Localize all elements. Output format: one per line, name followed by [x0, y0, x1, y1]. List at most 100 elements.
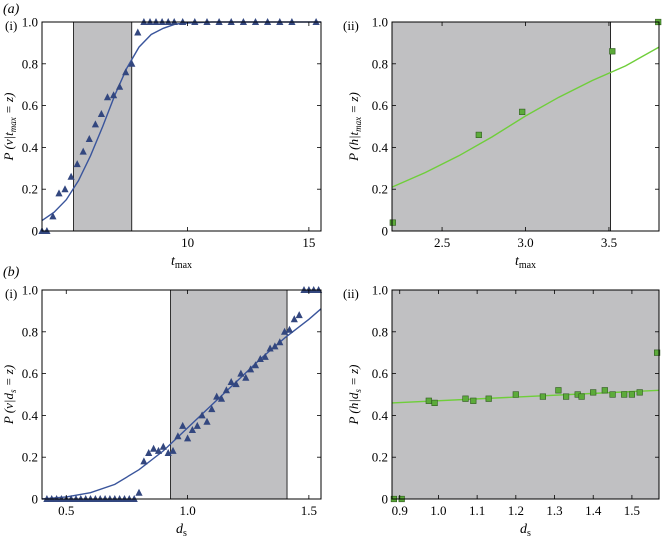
chart-2-point-4	[609, 48, 616, 55]
section-label-a: (a)	[3, 2, 20, 17]
chart-3-point-29	[179, 421, 187, 429]
chart-3-point-42	[242, 373, 250, 381]
chart-3-ylabel: P (v|ds = z)	[1, 365, 18, 425]
chart-4-point-5	[462, 395, 469, 402]
chart-4-ytick-label-2: 0.2	[372, 450, 388, 465]
chart-1-point-11	[97, 110, 105, 117]
chart-4-ytick-label-1: 0	[382, 492, 389, 507]
chart-3-point-21	[140, 457, 148, 465]
section-label-b: (b)	[3, 265, 20, 280]
chart-4-xtick-label-7: 1.5	[624, 503, 640, 518]
chart-2-ytick-label-3: 0.4	[372, 140, 389, 155]
chart-4-point-18	[628, 391, 635, 398]
chart-3-point-48	[271, 342, 279, 350]
chart-4-xtick-label-6: 1.4	[585, 503, 602, 518]
chart-3-ytick-label-2: 0.2	[22, 450, 38, 465]
chart-3-point-50	[281, 327, 289, 335]
chart-1-point-17	[134, 28, 142, 36]
chart-3-xtick-label-1: 0.5	[58, 503, 74, 518]
chart-3-point-26	[164, 449, 172, 456]
chart-4-point-11	[562, 393, 570, 400]
chart-4-point-9	[539, 393, 546, 400]
chart-3-shaded-region	[170, 290, 288, 499]
chart-2-ylabel: P (h|tmax = z)	[346, 92, 363, 162]
chart-3-point-43	[247, 365, 255, 373]
chart-2-ytick-label-6: 1.0	[372, 15, 388, 30]
chart-2-group: 0 0.2 0.4 0.6 0.8 1.0 2.5 3.0 3.5 (ii) tmax P (h|tm…	[343, 15, 662, 271]
chart-1-point-4	[55, 189, 63, 197]
chart-1-point-13	[110, 91, 118, 99]
chart-1-xtick-label-2: 15	[302, 235, 315, 250]
chart-1-xtick-label-1: 10	[181, 235, 194, 250]
chart-3-point-24	[154, 446, 163, 454]
chart-4-group: 0 0.2 0.4 0.6 0.8 1.0 0.9 1.0 1.1 1.2 1.3 1.4 1.5 (ii…	[343, 283, 661, 539]
chart-4-point-3	[425, 397, 432, 404]
chart-3-axes-frame	[41, 289, 322, 500]
chart-3-point-37	[217, 394, 226, 402]
chart-1-panel-label: (i)	[5, 18, 17, 33]
chart-3-point-51	[285, 325, 294, 333]
chart-1-point-9	[85, 135, 93, 142]
chart-3-ytick-label-6: 1.0	[22, 283, 38, 298]
chart-4-ylabel: P (h|ds = z)	[346, 364, 363, 425]
chart-3-ytick-label-4: 0.6	[22, 366, 39, 381]
chart-4-point-7	[485, 395, 492, 402]
chart-4-point-15	[601, 387, 608, 394]
chart-2-xlabel: tmax	[515, 254, 536, 271]
chart-1-ytick-label-5: 0.8	[22, 56, 38, 71]
chart-1-ytick-label-6: 1.0	[22, 15, 38, 30]
chart-3-point-34	[203, 417, 211, 425]
chart-4-point-10	[555, 387, 562, 394]
chart-3-point-53	[295, 311, 303, 319]
chart-3-point-35	[208, 405, 216, 413]
chart-1-ytick-label-2: 0.2	[22, 182, 38, 197]
chart-4-point-4	[431, 399, 438, 407]
chart-2-ytick-label-5: 0.8	[372, 56, 388, 71]
chart-3-panel-label: (i)	[5, 286, 17, 301]
chart-3-ytick-label-5: 0.8	[22, 324, 38, 339]
chart-1-point-10	[91, 120, 99, 128]
chart-2-xtick-label-1: 2.5	[434, 235, 450, 250]
chart-3-point-23	[150, 444, 158, 452]
chart-3-xlabel: ds	[176, 522, 187, 539]
chart-3-point-49	[276, 338, 284, 346]
chart-4-ytick-label-5: 0.8	[372, 324, 388, 339]
chart-4-axes-frame	[391, 289, 660, 500]
chart-1-point-14	[116, 82, 124, 90]
chart-4-point-6	[470, 397, 477, 404]
chart-4-ytick-label-3: 0.4	[372, 408, 389, 423]
chart-3-ytick-label-3: 0.4	[22, 408, 39, 423]
chart-1-point-12	[103, 93, 112, 101]
chart-3-point-30	[184, 434, 192, 442]
chart-4-xtick-label-4: 1.2	[508, 503, 524, 518]
panels: 0 0.2 0.4 0.6 0.8 1.0 10 15 (i) tmax P (v|tmax = z…	[1, 15, 662, 539]
chart-1-point-15	[122, 68, 130, 76]
chart-1-group: 0 0.2 0.4 0.6 0.8 1.0 10 15 (i) tmax P (v|tmax = z…	[1, 15, 322, 271]
chart-3-point-27	[169, 446, 177, 454]
chart-3-point-46	[261, 352, 269, 360]
chart-4-xtick-label-5: 1.3	[546, 503, 562, 518]
chart-4-point-17	[621, 391, 628, 398]
chart-3-point-38	[222, 386, 230, 394]
chart-3-fit-curve	[41, 308, 322, 500]
chart-1-ytick-label-1: 0	[32, 224, 39, 239]
chart-3-point-33	[198, 411, 206, 419]
chart-3-point-45	[256, 355, 264, 362]
chart-2-xtick-label-2: 3.0	[517, 235, 533, 250]
chart-3-group: 0 0.2 0.4 0.6 0.8 1.0 0.5 1.0 1.5 (i) ds P (v|ds = …	[1, 283, 323, 539]
chart-2-fit-curve	[391, 46, 660, 188]
chart-4-point-14	[590, 389, 597, 396]
chart-4-ytick-label-6: 1.0	[372, 283, 388, 298]
chart-2-ytick-label-4: 0.6	[372, 98, 389, 113]
chart-3-xtick-label-3: 1.5	[301, 503, 317, 518]
chart-1-point-16	[128, 59, 136, 67]
chart-1-axes-frame	[41, 21, 322, 232]
chart-3-point-36	[213, 392, 221, 400]
chart-1-ylabel: P (v|tmax = z)	[1, 93, 18, 162]
chart-4-point-16	[609, 391, 616, 398]
chart-3-point-32	[193, 421, 201, 429]
chart-4-ytick-label-4: 0.6	[372, 366, 389, 381]
chart-1-point-6	[67, 172, 75, 180]
chart-3-point-41	[237, 369, 245, 377]
